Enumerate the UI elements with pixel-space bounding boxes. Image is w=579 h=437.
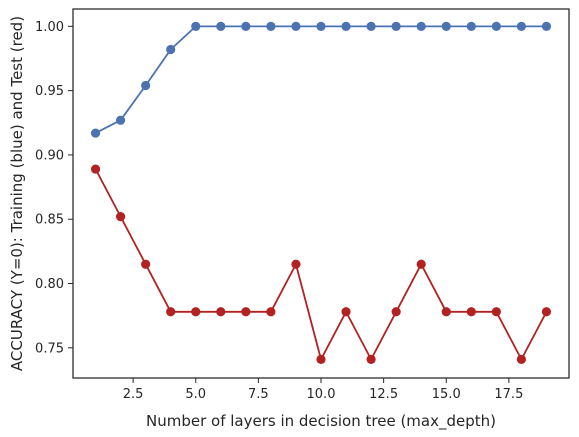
y-tick-label: 1.00 [35, 20, 64, 35]
y-tick-label: 0.75 [35, 341, 64, 356]
test-accuracy-point [316, 354, 326, 364]
training-accuracy-point [391, 21, 401, 31]
test-accuracy-point [391, 307, 401, 317]
y-tick-label: 0.85 [35, 213, 64, 228]
training-accuracy-point [491, 21, 501, 31]
training-accuracy-point [366, 21, 376, 31]
training-accuracy-point [316, 21, 326, 31]
x-tick-label: 17.5 [494, 387, 523, 402]
test-accuracy-point [166, 307, 176, 317]
test-accuracy-point [341, 307, 351, 317]
training-accuracy-point [141, 80, 151, 91]
x-tick-label: 5.0 [185, 387, 206, 402]
series-layer [90, 21, 552, 364]
test-accuracy-point [466, 307, 476, 317]
test-accuracy-point [541, 307, 552, 317]
test-accuracy-point [216, 307, 226, 317]
y-axis-label: ACCURACY (Y=0): Training (blue) and Test… [8, 16, 26, 371]
training-accuracy-point [416, 21, 426, 31]
training-accuracy-point [516, 21, 527, 31]
x-tick-label: 12.5 [369, 387, 398, 402]
training-accuracy-point [191, 21, 201, 31]
training-accuracy-point [216, 21, 226, 31]
training-accuracy-point [291, 21, 301, 31]
test-accuracy-point [366, 354, 376, 364]
plot-area [72, 8, 570, 379]
test-accuracy-point [141, 259, 151, 269]
x-axis-ticks: 2.5 5.0 7.5 10.0 12.5 15.0 17.5 [123, 378, 523, 402]
y-tick-label: 0.80 [35, 277, 64, 292]
training-accuracy-point [341, 21, 351, 31]
test-accuracy-point [191, 307, 201, 317]
training-accuracy-point [241, 21, 251, 31]
test-accuracy-point [115, 212, 126, 222]
y-axis-ticks: 0.75 0.80 0.85 0.90 0.95 1.00 [35, 20, 73, 356]
test-accuracy-point [441, 307, 451, 317]
test-accuracy-point [266, 307, 276, 317]
test-accuracy-point [416, 259, 426, 269]
x-tick-label: 10.0 [307, 387, 336, 402]
training-accuracy-point [266, 21, 276, 31]
training-accuracy-point [115, 115, 126, 125]
x-tick-label: 15.0 [432, 387, 461, 402]
test-accuracy-point [491, 307, 501, 317]
test-accuracy-point [516, 354, 527, 364]
training-accuracy-point [466, 21, 476, 31]
test-accuracy-point [241, 307, 251, 317]
x-tick-label: 2.5 [123, 387, 144, 402]
training-accuracy-point [166, 44, 176, 55]
y-tick-label: 0.90 [35, 148, 64, 163]
training-accuracy-point [441, 21, 451, 31]
x-axis-label: Number of layers in decision tree (max_d… [146, 412, 496, 431]
y-tick-label: 0.95 [35, 84, 64, 99]
training-accuracy-point [90, 128, 101, 138]
test-accuracy-point [291, 259, 301, 269]
training-accuracy-point [541, 21, 552, 31]
x-tick-label: 7.5 [248, 387, 269, 402]
test-accuracy-point [90, 164, 101, 174]
